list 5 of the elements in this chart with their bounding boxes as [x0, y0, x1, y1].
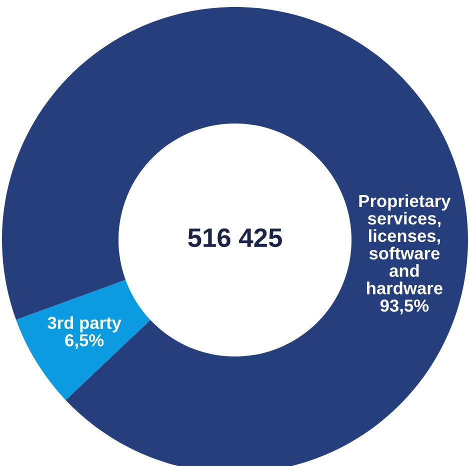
data-label: 6,5%: [65, 334, 104, 349]
data-label: 93,5%: [380, 300, 429, 314]
slice-label: Proprietary services, licenses, software and hardware: [359, 194, 451, 294]
text: 516 425: [188, 228, 282, 248]
slice-label: 3rd party: [48, 316, 122, 332]
